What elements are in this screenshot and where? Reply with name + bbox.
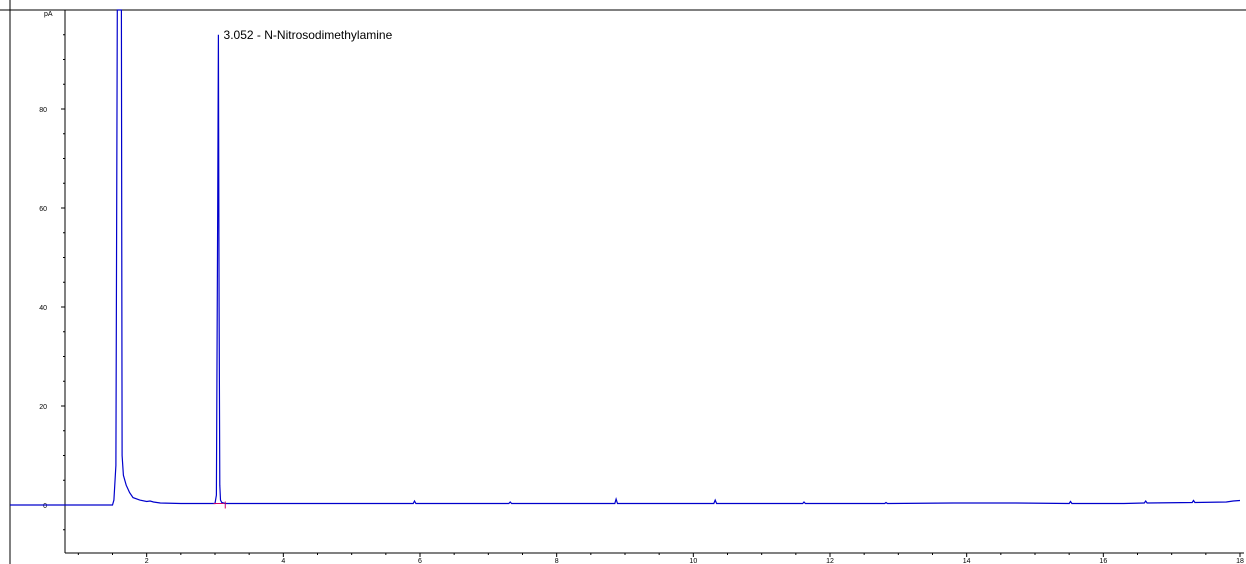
chromatogram-signal-line — [10, 9, 1241, 506]
y-tick-label-20: 20 — [39, 404, 47, 411]
peak-annotation-label: 3.052 - N-Nitrosodimethylamine — [224, 28, 393, 42]
x-tick-label-16: 16 — [1099, 558, 1107, 564]
x-tick-label-10: 10 — [689, 558, 697, 564]
x-tick-label-6: 6 — [418, 558, 422, 564]
chart-trace: 3.052 - N-Nitrosodimethylamine — [10, 9, 1241, 509]
y-tick-label-0: 0 — [43, 503, 47, 510]
y-tick-label-80: 80 — [39, 107, 47, 114]
x-tick-label-8: 8 — [555, 558, 559, 564]
y-axis-unit-label: pA — [44, 11, 53, 18]
chart-labels: pA — [44, 11, 53, 18]
x-tick-label-18: 18 — [1236, 558, 1244, 564]
x-tick-label-12: 12 — [826, 558, 834, 564]
y-tick-label-40: 40 — [39, 305, 47, 312]
x-tick-label-4: 4 — [281, 558, 285, 564]
chart-ticks: 0 20 40 60 80 2 4 6 8 10 12 14 16 18 — [39, 34, 1244, 564]
x-tick-label-2: 2 — [145, 558, 149, 564]
y-tick-label-60: 60 — [39, 206, 47, 213]
x-tick-label-14: 14 — [963, 558, 971, 564]
